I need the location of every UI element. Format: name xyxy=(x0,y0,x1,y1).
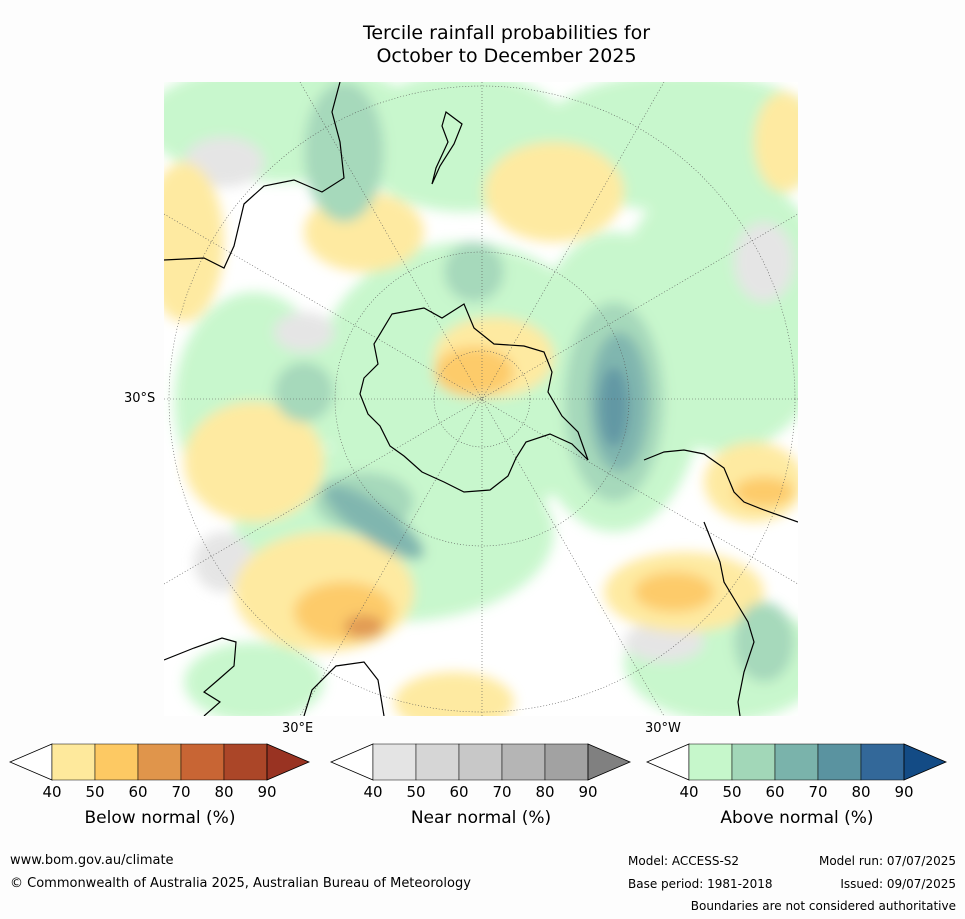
colorbar-below-segment xyxy=(223,743,268,781)
colorbar-below xyxy=(8,743,311,781)
lat-label-30s: 30°S xyxy=(124,391,156,406)
footer-base-period: Base period: 1981-2018 xyxy=(628,877,773,891)
colorbar-below-tick: 60 xyxy=(128,783,148,801)
colorbar-below-tick: 90 xyxy=(257,783,277,801)
colorbar-above xyxy=(645,743,948,781)
colorbar-below-segment xyxy=(137,743,182,781)
colorbar-below-min-arrow xyxy=(8,743,53,781)
colorbar-near-tick: 40 xyxy=(363,783,383,801)
new-zealand-coast xyxy=(431,110,463,185)
colorbar-above-tick: 90 xyxy=(894,783,914,801)
colorbar-near-segment xyxy=(372,743,417,781)
footer-website[interactable]: www.bom.gov.au/climate xyxy=(10,853,174,868)
title-line-1: Tercile rainfall probabilities for xyxy=(362,22,651,44)
colorbar-above-segment xyxy=(731,743,776,781)
colorbar-near-tick: 80 xyxy=(535,783,555,801)
probability-fields xyxy=(164,82,798,716)
colorbar-above-tick: 80 xyxy=(851,783,871,801)
colorbar-above-max-arrow xyxy=(903,743,948,781)
colorbar-below-tick: 70 xyxy=(171,783,191,801)
colorbar-near-tick: 70 xyxy=(492,783,512,801)
colorbar-below-tick: 40 xyxy=(42,783,62,801)
chart-title: Tercile rainfall probabilities for Octob… xyxy=(0,22,965,68)
colorbar-title-above: Above normal (%) xyxy=(720,808,874,828)
colorbar-title-below: Below normal (%) xyxy=(84,808,236,828)
colorbar-below-max-arrow xyxy=(266,743,311,781)
lon-label-30e: 30°E xyxy=(282,721,314,736)
footer-issued: Issued: 09/07/2025 xyxy=(840,877,956,891)
colorbar-above-segment xyxy=(860,743,905,781)
colorbar-below-tick: 50 xyxy=(85,783,105,801)
graticule xyxy=(164,82,798,716)
colorbar-above-tick: 70 xyxy=(808,783,828,801)
colorbar-near-tick: 50 xyxy=(406,783,426,801)
colorbar-above-tick: 50 xyxy=(722,783,742,801)
colorbar-near-segment xyxy=(501,743,546,781)
colorbar-below-tick: 80 xyxy=(214,783,234,801)
colorbar-above-segment xyxy=(774,743,819,781)
colorbar-below-segment xyxy=(180,743,225,781)
colorbar-near-segment xyxy=(544,743,589,781)
footer-disclaimer: Boundaries are not considered authoritat… xyxy=(690,899,956,913)
africa-coast xyxy=(164,637,385,716)
coastlines xyxy=(164,82,798,716)
colorbar-near-segment xyxy=(458,743,503,781)
colorbar-above-tick: 40 xyxy=(679,783,699,801)
colorbar-near-min-arrow xyxy=(329,743,374,781)
colorbar-above-min-arrow xyxy=(645,743,690,781)
colorbar-near-tick: 90 xyxy=(578,783,598,801)
colorbar-above-segment xyxy=(688,743,733,781)
lon-label-30w: 30°W xyxy=(645,721,681,736)
footer-model: Model: ACCESS-S2 xyxy=(628,854,740,868)
colorbars xyxy=(8,743,948,781)
colorbar-below-segment xyxy=(94,743,139,781)
south-america-coast xyxy=(643,449,798,716)
colorbar-near-segment xyxy=(415,743,460,781)
colorbar-title-near: Near normal (%) xyxy=(410,808,552,828)
footer-copyright: © Commonwealth of Australia 2025, Austra… xyxy=(10,876,471,891)
antarctica-coast xyxy=(359,303,589,493)
colorbar-above-tick: 60 xyxy=(765,783,785,801)
colorbar-near xyxy=(329,743,632,781)
colorbar-below-segment xyxy=(51,743,96,781)
polar-map-svg xyxy=(164,82,798,716)
colorbar-near-tick: 60 xyxy=(449,783,469,801)
polar-map[interactable] xyxy=(164,82,798,716)
colorbar-near-max-arrow xyxy=(587,743,632,781)
footer-model-run: Model run: 07/07/2025 xyxy=(818,854,956,868)
title-line-2: October to December 2025 xyxy=(376,45,637,67)
australia-coast xyxy=(164,82,345,269)
colorbar-above-segment xyxy=(817,743,862,781)
